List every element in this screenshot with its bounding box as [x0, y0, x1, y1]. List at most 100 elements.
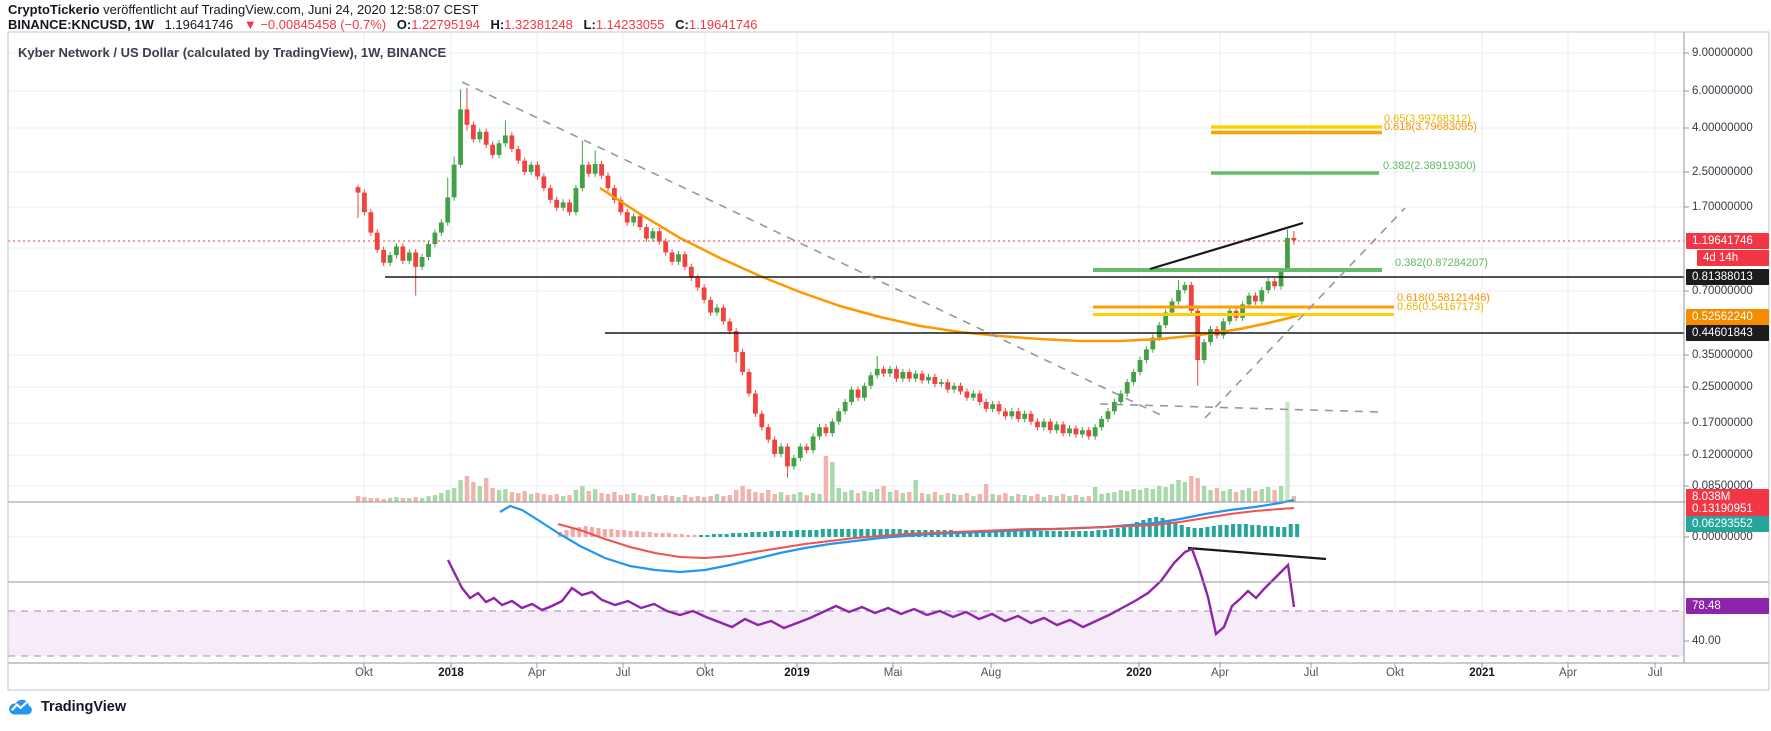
tradingview-logo[interactable]: TradingView — [8, 697, 126, 717]
indicator-histogram-bar — [763, 532, 768, 537]
chart-legend-title[interactable]: Kyber Network / US Dollar (calculated by… — [18, 45, 447, 60]
indicator-histogram-bar — [968, 531, 973, 537]
candle-body — [874, 368, 880, 376]
volume-bar — [798, 492, 803, 502]
volume-bar — [964, 493, 970, 502]
volume-bar — [830, 462, 835, 502]
symbol-name: BINANCE:KNCUSD, 1W — [8, 17, 154, 32]
volume-bar — [1041, 497, 1047, 502]
time-tick-label: Aug — [980, 667, 1002, 679]
publish-info: veröffentlicht auf TradingView.com, Juni… — [99, 2, 479, 17]
oscillator-badge: 78.48 — [1686, 598, 1769, 614]
candle-body — [682, 254, 688, 267]
candle-body — [573, 188, 579, 213]
indicator-histogram-bar — [1109, 529, 1114, 537]
candle-body — [1156, 325, 1162, 338]
indicator-histogram-bar — [686, 535, 691, 537]
candle-body — [503, 135, 508, 144]
candle-body — [547, 188, 553, 200]
candle-body — [1208, 329, 1213, 343]
volume-bar — [1278, 486, 1284, 502]
indicator-histogram-bar — [807, 530, 812, 537]
volume-bar — [810, 493, 816, 502]
indicator-histogram-bar — [711, 534, 716, 537]
bar-countdown-badge: 4d 14h — [1697, 250, 1769, 266]
volume-bar — [1118, 490, 1123, 502]
volume-bar — [387, 498, 393, 502]
candle-body — [406, 252, 412, 261]
oscillator-band — [8, 611, 1684, 656]
symbol-line: BINANCE:KNCUSD, 1W 1.19641746 ▼ −0.00845… — [8, 17, 758, 32]
indicator-histogram-bar — [833, 529, 838, 537]
candle-body — [445, 197, 451, 223]
volume-bar — [599, 493, 604, 502]
volume-bar — [554, 494, 559, 502]
volume-bar — [1112, 492, 1117, 502]
price-tick-label: 0.25000000 — [1692, 381, 1753, 393]
indicator-histogram-bar — [1064, 531, 1069, 537]
candle-body — [1099, 418, 1104, 428]
time-tick-label: Okt — [1386, 667, 1404, 679]
candle-body — [765, 427, 771, 440]
volume-bar — [657, 496, 662, 502]
candle-body — [1259, 290, 1265, 302]
volume-bar — [400, 498, 406, 502]
candle-body — [759, 413, 765, 428]
volume-bar — [733, 490, 739, 502]
candle-body — [849, 389, 854, 402]
volume-bar — [772, 494, 777, 502]
volume-bar — [1073, 495, 1079, 502]
indicator-histogram-bar — [1045, 531, 1050, 537]
candle-body — [1220, 321, 1226, 336]
volume-bar — [836, 488, 841, 502]
candle-body — [1150, 337, 1156, 350]
candle-body — [926, 376, 931, 381]
level-badge-044: 0.44601843 — [1686, 325, 1769, 341]
time-tick-label: Okt — [355, 667, 373, 679]
level-badge-081: 0.81388013 — [1686, 269, 1769, 285]
indicator-histogram-bar — [1154, 517, 1159, 537]
indicator-histogram-bar — [865, 529, 870, 537]
candle-body — [1285, 237, 1290, 272]
candle-body — [451, 164, 457, 198]
volume-bar — [727, 495, 732, 502]
indicator-histogram-bar — [1282, 527, 1287, 537]
chart-frame-border — [7, 31, 1770, 691]
indicator-histogram-bar — [1147, 518, 1152, 537]
indicator-histogram-bar — [1237, 524, 1242, 537]
volume-bar — [740, 486, 745, 502]
indicator-blue-line — [499, 498, 1295, 574]
time-tick-label: Mai — [883, 667, 903, 679]
candle-body — [541, 176, 547, 189]
indicator-histogram-bar — [679, 534, 684, 537]
candle-body — [881, 368, 887, 374]
low-label: L: — [583, 17, 596, 32]
candle-body — [932, 376, 938, 384]
candle-body — [464, 109, 470, 125]
indicator-histogram-bar — [743, 533, 748, 537]
volume-bar — [516, 493, 521, 502]
price-tick-label: 9.00000000 — [1692, 47, 1753, 59]
indicator-histogram-bar — [1263, 526, 1268, 537]
indicator-histogram-bar — [596, 528, 601, 537]
volume-bar — [1233, 492, 1239, 502]
volume-bar — [413, 497, 418, 502]
candle-body — [714, 307, 720, 313]
indicator-histogram-bar — [1166, 520, 1171, 537]
indicator-histogram-bar — [731, 533, 736, 537]
candle-body — [624, 212, 630, 223]
volume-bar — [522, 491, 527, 502]
candle-body — [438, 222, 444, 233]
candle-body — [387, 255, 393, 263]
candle-body — [964, 391, 970, 398]
volume-bar — [1227, 489, 1232, 502]
candle-body — [1111, 401, 1117, 412]
candle-body — [772, 439, 778, 454]
trend-line — [1149, 221, 1304, 271]
close-label: C: — [675, 17, 689, 32]
volume-bar — [1176, 480, 1181, 502]
candle-body — [1272, 281, 1278, 287]
candle-body — [1079, 430, 1085, 435]
